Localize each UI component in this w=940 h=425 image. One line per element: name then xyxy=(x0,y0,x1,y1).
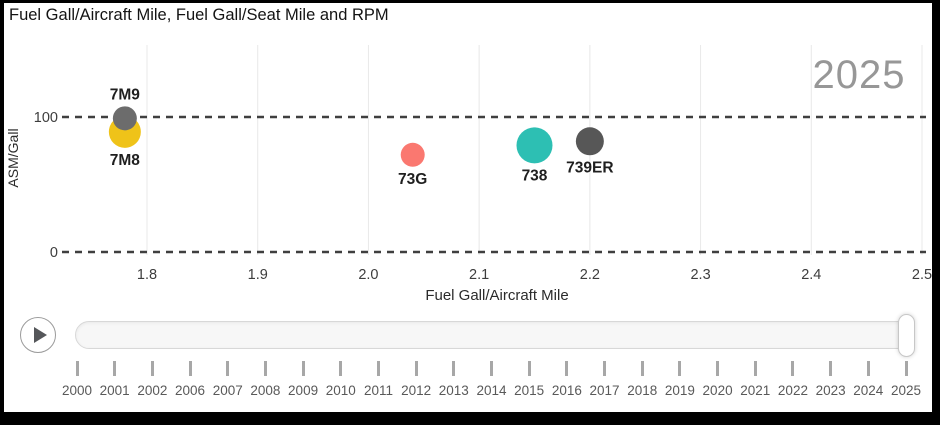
year-tick xyxy=(414,361,418,376)
year-label-2016: 2016 xyxy=(551,383,582,398)
bubble-label-73G: 73G xyxy=(398,171,427,188)
year-label-2008: 2008 xyxy=(250,383,281,398)
year-label-2019: 2019 xyxy=(664,383,695,398)
year-tick xyxy=(866,361,870,376)
play-button[interactable] xyxy=(20,317,56,353)
year-tick xyxy=(452,361,456,376)
year-tick xyxy=(113,361,117,376)
x-tick-label: 1.9 xyxy=(248,267,268,283)
year-tick xyxy=(188,361,192,376)
year-label-2000: 2000 xyxy=(61,383,93,398)
year-label-2023: 2023 xyxy=(815,383,846,398)
visual-panel: Fuel Gall/Aircraft Mile, Fuel Gall/Seat … xyxy=(4,3,932,412)
year-tick xyxy=(791,361,795,376)
bubble-chart: 0 100 1.8 1.9 2.0 2.1 2.2 2.3 2.4 2.5 Fuel Gall/Ai… xyxy=(5,45,932,304)
bubble-label-7M8: 7M8 xyxy=(110,152,141,169)
bubble-7M9[interactable] xyxy=(112,106,137,131)
y-tick-label: 0 xyxy=(50,245,58,261)
x-tick-label: 2.0 xyxy=(358,267,378,283)
year-label-2017: 2017 xyxy=(589,383,620,398)
year-tick xyxy=(753,361,757,376)
x-tick-label: 2.1 xyxy=(469,267,489,283)
year-label-2014: 2014 xyxy=(476,383,507,398)
bubble-label-7M9: 7M9 xyxy=(110,86,141,103)
x-axis-title: Fuel Gall/Aircraft Mile xyxy=(425,287,568,304)
year-label-2002: 2002 xyxy=(137,383,168,398)
year-tick xyxy=(376,361,380,376)
year-tick xyxy=(150,361,154,376)
year-tick xyxy=(678,361,682,376)
x-tick-label: 2.2 xyxy=(580,267,600,283)
x-tick-label: 1.8 xyxy=(137,267,157,283)
year-tick xyxy=(565,361,569,376)
year-label-2015: 2015 xyxy=(514,383,545,398)
year-label-2022: 2022 xyxy=(777,383,808,398)
year-tick xyxy=(490,361,493,376)
year-tick xyxy=(640,361,644,376)
year-label-2024: 2024 xyxy=(853,383,884,398)
bubble-label-738: 738 xyxy=(522,167,548,184)
year-label-2010: 2010 xyxy=(325,383,356,398)
year-tick xyxy=(716,361,720,376)
y-tick-label: 100 xyxy=(34,110,58,126)
year-label-2012: 2012 xyxy=(401,383,432,398)
year-tick xyxy=(263,361,267,376)
bubble-738[interactable] xyxy=(516,127,553,164)
year-label-2001: 2001 xyxy=(99,383,130,398)
year-label-2013: 2013 xyxy=(438,383,469,398)
bubble-label-739ER: 739ER xyxy=(566,159,613,176)
bubble-739ER[interactable] xyxy=(575,127,604,156)
year-tick xyxy=(603,361,607,376)
year-label-2011: 2011 xyxy=(363,383,393,398)
year-label-2025: 2025 xyxy=(890,383,922,398)
year-slider-track[interactable] xyxy=(75,321,915,349)
year-slider-handle[interactable] xyxy=(898,314,915,357)
x-tick-label: 2.3 xyxy=(690,267,710,283)
year-label-2009: 2009 xyxy=(288,383,319,398)
year-label-2021: 2021 xyxy=(740,383,771,398)
year-label-2006: 2006 xyxy=(175,383,206,398)
chart-title: Fuel Gall/Aircraft Mile, Fuel Gall/Seat … xyxy=(9,6,389,24)
year-tick xyxy=(829,361,833,376)
year-watermark: 2025 xyxy=(812,53,906,97)
year-label-2007: 2007 xyxy=(212,383,243,398)
bubble-73G[interactable] xyxy=(400,142,425,167)
play-icon xyxy=(33,327,47,343)
year-label-2018: 2018 xyxy=(627,383,658,398)
x-tick-label: 2.5 xyxy=(912,267,932,283)
year-tick xyxy=(75,361,79,376)
year-tick xyxy=(904,361,908,376)
year-tick xyxy=(226,361,230,376)
year-tick xyxy=(527,361,531,376)
y-axis-title: ASM/Gall xyxy=(5,128,21,187)
x-tick-label: 2.4 xyxy=(801,267,821,283)
year-tick xyxy=(301,361,305,376)
year-label-2020: 2020 xyxy=(702,383,733,398)
year-tick xyxy=(339,361,343,376)
